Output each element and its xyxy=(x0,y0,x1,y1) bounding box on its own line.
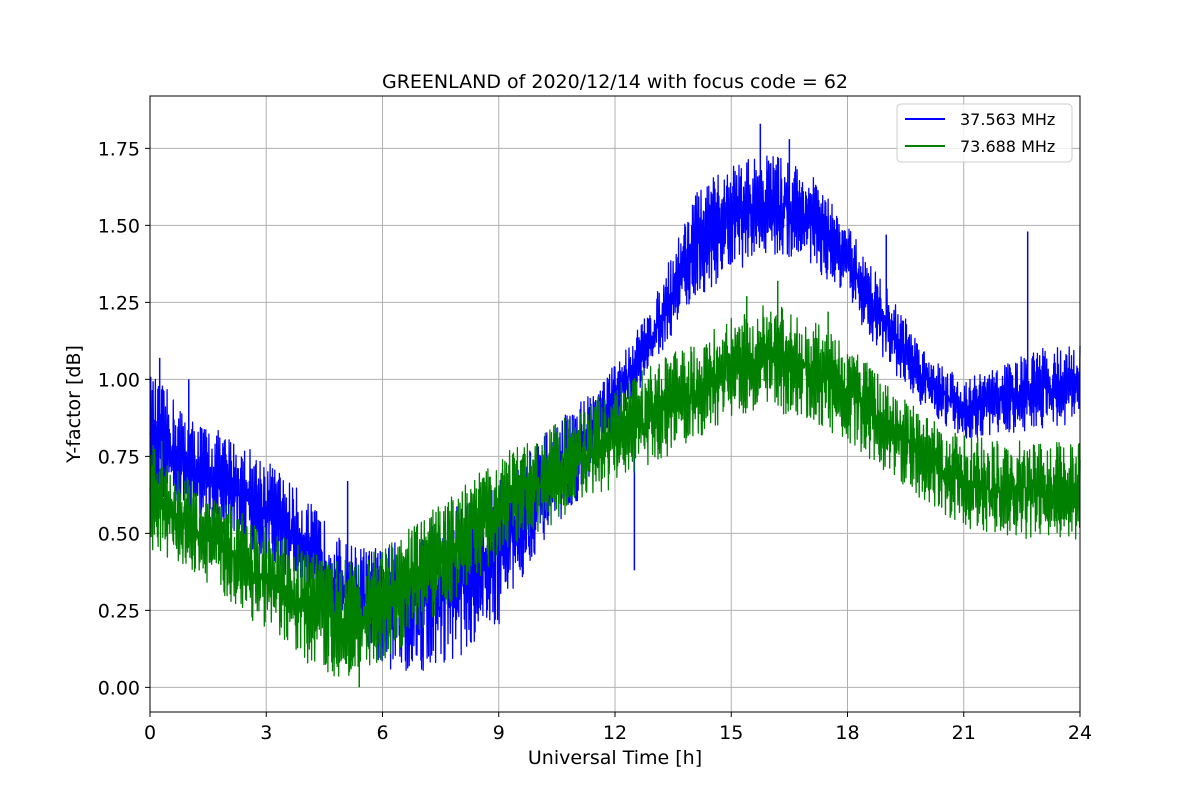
y-tick-label: 0.50 xyxy=(98,523,140,545)
y-tick-label: 1.25 xyxy=(98,292,140,314)
y-tick-label: 1.00 xyxy=(98,369,140,391)
series-line-37-563-mhz xyxy=(149,155,1081,671)
chart-title: GREENLAND of 2020/12/14 with focus code … xyxy=(382,71,848,93)
x-tick-label: 12 xyxy=(603,722,627,744)
x-axis-label: Universal Time [h] xyxy=(528,747,702,769)
series-line-73-688-mhz xyxy=(149,305,1081,677)
y-tick-label: 1.50 xyxy=(98,215,140,237)
legend: 37.563 MHz 73.688 MHz xyxy=(896,103,1073,163)
y-tick-label: 0.00 xyxy=(98,677,140,699)
y-tick-label: 0.25 xyxy=(98,600,140,622)
y-tick-label: 1.75 xyxy=(98,138,140,160)
y-axis-label: Y-factor [dB] xyxy=(63,345,85,464)
plot-area xyxy=(149,123,1081,688)
x-tick-label: 9 xyxy=(493,722,505,744)
x-tick-label: 18 xyxy=(835,722,859,744)
x-tick-label: 15 xyxy=(719,722,743,744)
x-tick-label: 0 xyxy=(144,722,156,744)
x-tick-label: 24 xyxy=(1068,722,1092,744)
x-tick-label: 21 xyxy=(952,722,976,744)
legend-label-73-688-mhz: 73.688 MHz xyxy=(960,137,1055,156)
axis-ticks: 0 3 6 9 12 15 18 21 24 0.00 0.25 0.50 0.75 1.00 1.25 1.… xyxy=(98,138,1092,744)
x-tick-label: 3 xyxy=(260,722,272,744)
x-tick-label: 6 xyxy=(376,722,388,744)
y-tick-label: 0.75 xyxy=(98,446,140,468)
legend-label-37-563-mhz: 37.563 MHz xyxy=(960,110,1055,129)
